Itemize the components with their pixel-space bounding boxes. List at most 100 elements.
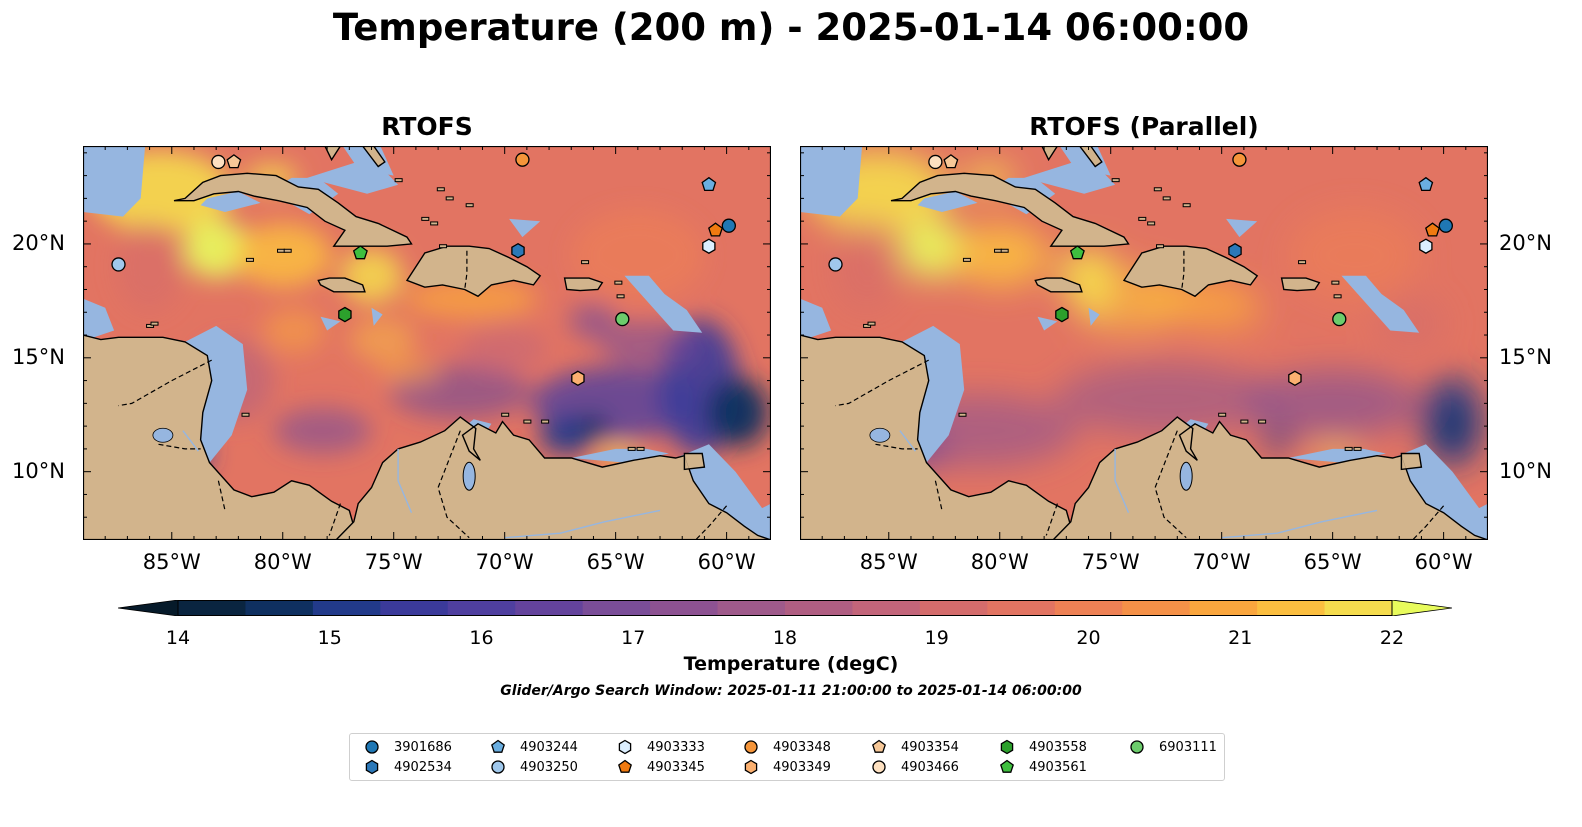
map-rtofs-svg [83, 146, 771, 540]
legend-marker[interactable] [491, 739, 505, 753]
legend-label: 4903466 [901, 759, 959, 775]
shallow-water [624, 275, 703, 333]
panel-title-rtofs-parallel: RTOFS (Parallel) [1029, 112, 1259, 141]
legend-marker-pentagon-icon [618, 759, 632, 773]
small-island [1344, 446, 1353, 451]
legend-marker[interactable] [365, 759, 379, 775]
float-marker-4903561[interactable] [1069, 245, 1085, 260]
lat-tick-label-left: 20°N [12, 230, 65, 255]
land-centralAmerica [83, 334, 355, 540]
legend-item-4903561: 4903561 [999, 758, 1087, 776]
map-ticks [83, 146, 771, 540]
float-marker-4903561[interactable] [352, 245, 368, 260]
lat-tick-label-right: 15°N [1499, 344, 1552, 369]
float-marker-4903466[interactable] [928, 154, 943, 170]
legend-item-4903349: 4903349 [743, 758, 831, 776]
float-marker-4903244[interactable] [701, 176, 717, 192]
float-marker-4903250[interactable] [111, 257, 126, 272]
colorbar-outline [177, 600, 1393, 616]
land-bahamas2 [1078, 146, 1103, 168]
float-marker-4903333[interactable] [702, 238, 716, 254]
country-border [1045, 503, 1058, 536]
float-marker-6903111[interactable] [1332, 311, 1347, 327]
float-marker-4903466[interactable] [211, 154, 226, 170]
legend-marker[interactable] [1000, 739, 1014, 755]
map-panel-rtofs[interactable] [83, 146, 771, 540]
small-island [1182, 203, 1191, 208]
land-jamaica [317, 277, 366, 293]
legend-marker[interactable] [872, 739, 886, 753]
colorbar-segment [515, 600, 584, 616]
colorbar-segment [852, 600, 921, 616]
legend-item-4903250: 4903250 [490, 758, 578, 776]
float-marker-4903333[interactable] [1419, 238, 1433, 254]
small-island [614, 280, 623, 285]
float-marker-4902534[interactable] [1228, 242, 1242, 259]
float-marker-4903354[interactable] [943, 154, 959, 169]
small-island [283, 248, 292, 253]
small-island [421, 216, 430, 221]
float-marker-3901686[interactable] [1438, 218, 1453, 233]
colorbar-segment [919, 600, 988, 616]
small-island [1240, 419, 1249, 424]
float-marker-4902534[interactable] [511, 242, 525, 259]
float-marker-4903354[interactable] [226, 154, 242, 169]
legend-marker[interactable] [872, 760, 886, 774]
colorbar-segment [178, 600, 246, 616]
colorbar-segment [582, 600, 651, 616]
colorbar-segment [1054, 600, 1123, 616]
country-border [875, 443, 918, 450]
colorbar-segment [1189, 600, 1258, 616]
float-marker-4903348[interactable] [515, 152, 530, 167]
legend-label: 3901686 [394, 739, 452, 755]
float-marker-4903349[interactable] [1288, 370, 1302, 387]
legend-item-4903466: 4903466 [871, 758, 959, 776]
lake-maracaibo [462, 461, 476, 491]
legend-item-4903348: 4903348 [743, 738, 831, 756]
float-marker-3901686[interactable] [721, 218, 736, 233]
float-marker-4903558[interactable] [1055, 306, 1069, 323]
small-island [1258, 419, 1267, 424]
small-island [241, 412, 250, 417]
legend-marker[interactable] [618, 739, 632, 755]
small-island [1331, 280, 1340, 285]
land-bahamas1 [324, 146, 342, 162]
legend-marker[interactable] [1130, 740, 1144, 754]
float-marker-4903349[interactable] [571, 370, 585, 387]
lat-tick-label-left: 10°N [12, 458, 65, 483]
legend-marker[interactable] [618, 759, 632, 773]
float-marker-4903244[interactable] [1418, 176, 1434, 192]
country-border [328, 503, 341, 536]
small-island [439, 244, 448, 249]
land-puertoRico [1280, 277, 1321, 292]
lon-tick-label: 70°W [1192, 550, 1251, 574]
map-panel-rtofs-parallel[interactable] [800, 146, 1488, 540]
colorbar [117, 599, 1453, 617]
float-marker-6903111[interactable] [615, 311, 630, 327]
float-marker-4903345[interactable] [708, 222, 723, 237]
legend-marker-pentagon-icon [1000, 759, 1014, 773]
colorbar-segment [987, 600, 1056, 616]
legend-label: 4903250 [520, 759, 578, 775]
legend-marker[interactable] [744, 740, 758, 754]
colorbar-segment [785, 600, 853, 616]
colorbar-tick-label: 18 [772, 627, 798, 649]
colorbar-tick-label: 17 [621, 627, 646, 649]
float-marker-4903348[interactable] [1232, 152, 1247, 167]
small-island [1156, 244, 1165, 249]
shallow-water [571, 448, 669, 463]
colorbar-gradient [117, 599, 1453, 617]
legend-marker[interactable] [491, 760, 505, 774]
small-island [994, 248, 1003, 253]
float-marker-4903250[interactable] [828, 257, 843, 272]
float-marker-4903558[interactable] [338, 306, 352, 323]
legend-marker[interactable] [365, 740, 379, 754]
lon-tick-label: 65°W [1303, 550, 1362, 574]
legend-label: 4903333 [647, 739, 705, 755]
legend-marker[interactable] [744, 759, 758, 775]
land-trinidad [1400, 452, 1423, 471]
legend-marker[interactable] [1000, 759, 1014, 773]
map-rtofs-parallel-svg [800, 146, 1488, 540]
shallow-water [83, 146, 146, 217]
float-marker-4903345[interactable] [1425, 222, 1440, 237]
